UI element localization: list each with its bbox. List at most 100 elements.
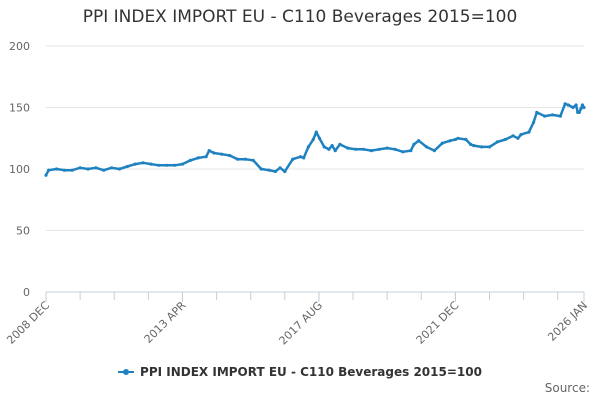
data-point [273,169,277,174]
data-point [566,103,570,107]
data-point [393,147,397,151]
data-point [516,136,520,140]
data-point [424,145,429,149]
data-point [259,167,263,171]
data-point [243,157,247,161]
y-tick-label: 200 [9,40,30,53]
data-point [453,137,457,142]
data-point [291,157,295,161]
x-tick-label: 2008 DEC [4,299,52,347]
data-point [317,136,322,140]
data-point [385,146,389,150]
data-point [102,168,106,172]
x-tick-label: 2021 DEC [414,299,462,347]
y-tick-label: 0 [23,286,30,299]
data-point [236,157,240,161]
legend-marker-icon [118,366,135,378]
data-point [327,147,331,151]
data-point [78,166,82,170]
data-point [47,168,51,172]
data-point [330,144,334,148]
data-point [62,168,66,172]
data-point [440,141,444,145]
x-tick-label: 2017 AUG [277,299,326,348]
data-point [480,145,484,149]
data-point [346,146,350,150]
data-point [94,166,98,170]
data-point [196,156,200,160]
data-point [306,145,310,149]
data-point [283,169,287,174]
series-line [44,102,586,176]
data-point [354,147,358,151]
legend-label: PPI INDEX IMPORT EU - C110 Beverages 201… [140,365,482,379]
data-point [511,134,515,138]
data-point [86,167,90,171]
y-tick-label: 150 [9,102,30,115]
data-point [173,163,177,167]
data-point [149,162,153,166]
data-point [188,158,192,162]
data-point [299,155,303,159]
data-point [212,151,216,155]
data-point [574,103,578,107]
data-point [527,130,531,134]
chart-title: PPI INDEX IMPORT EU - C110 Beverages 201… [82,7,518,27]
grid-lines [46,45,584,231]
data-point [117,167,122,171]
data-point [311,137,315,142]
y-tick-label: 50 [16,225,30,238]
data-point [377,147,381,151]
data-point [322,145,326,149]
data-point [251,158,255,162]
data-point [495,140,499,144]
data-point [535,110,539,114]
series-layer [44,102,586,177]
data-point [469,142,473,146]
data-point [228,153,232,158]
data-point [401,150,405,154]
data-point [571,105,575,110]
data-point [579,107,583,111]
data-point [369,149,373,153]
data-point [207,149,211,153]
data-point [110,166,114,170]
x-tick-label: 2026 JAN [545,299,590,344]
data-point [472,144,476,148]
x-axis: 2008 DEC 2013 APR 2017 AUG 2021 DEC 2026 JAN [4,291,590,348]
data-point [44,173,48,177]
data-point [563,102,567,106]
data-point [361,147,366,151]
data-point [580,103,585,107]
data-point [582,105,586,110]
data-point [157,163,161,167]
data-point [532,120,536,124]
data-point [267,168,271,172]
data-point [314,130,318,134]
data-point [550,113,555,117]
data-point [432,149,436,153]
data-point [180,162,185,166]
data-point [558,114,563,118]
data-point [141,161,145,165]
data-point [338,142,342,146]
x-tick-label: 2013 APR [142,299,189,346]
data-point [487,145,492,149]
legend[interactable]: PPI INDEX IMPORT EU - C110 Beverages 201… [0,365,600,379]
data-point [302,156,306,160]
y-tick-label: 100 [9,163,30,176]
data-point [577,110,581,114]
data-point [278,166,282,170]
data-point [412,142,416,146]
data-point [54,167,59,171]
data-point [543,114,547,118]
data-point [456,136,460,140]
y-axis: 0 50 100 150 200 [9,40,30,299]
data-point [204,155,208,159]
data-point [519,133,523,137]
data-point [125,164,129,169]
data-point [409,149,413,153]
data-point [503,137,507,142]
data-point [165,163,169,167]
